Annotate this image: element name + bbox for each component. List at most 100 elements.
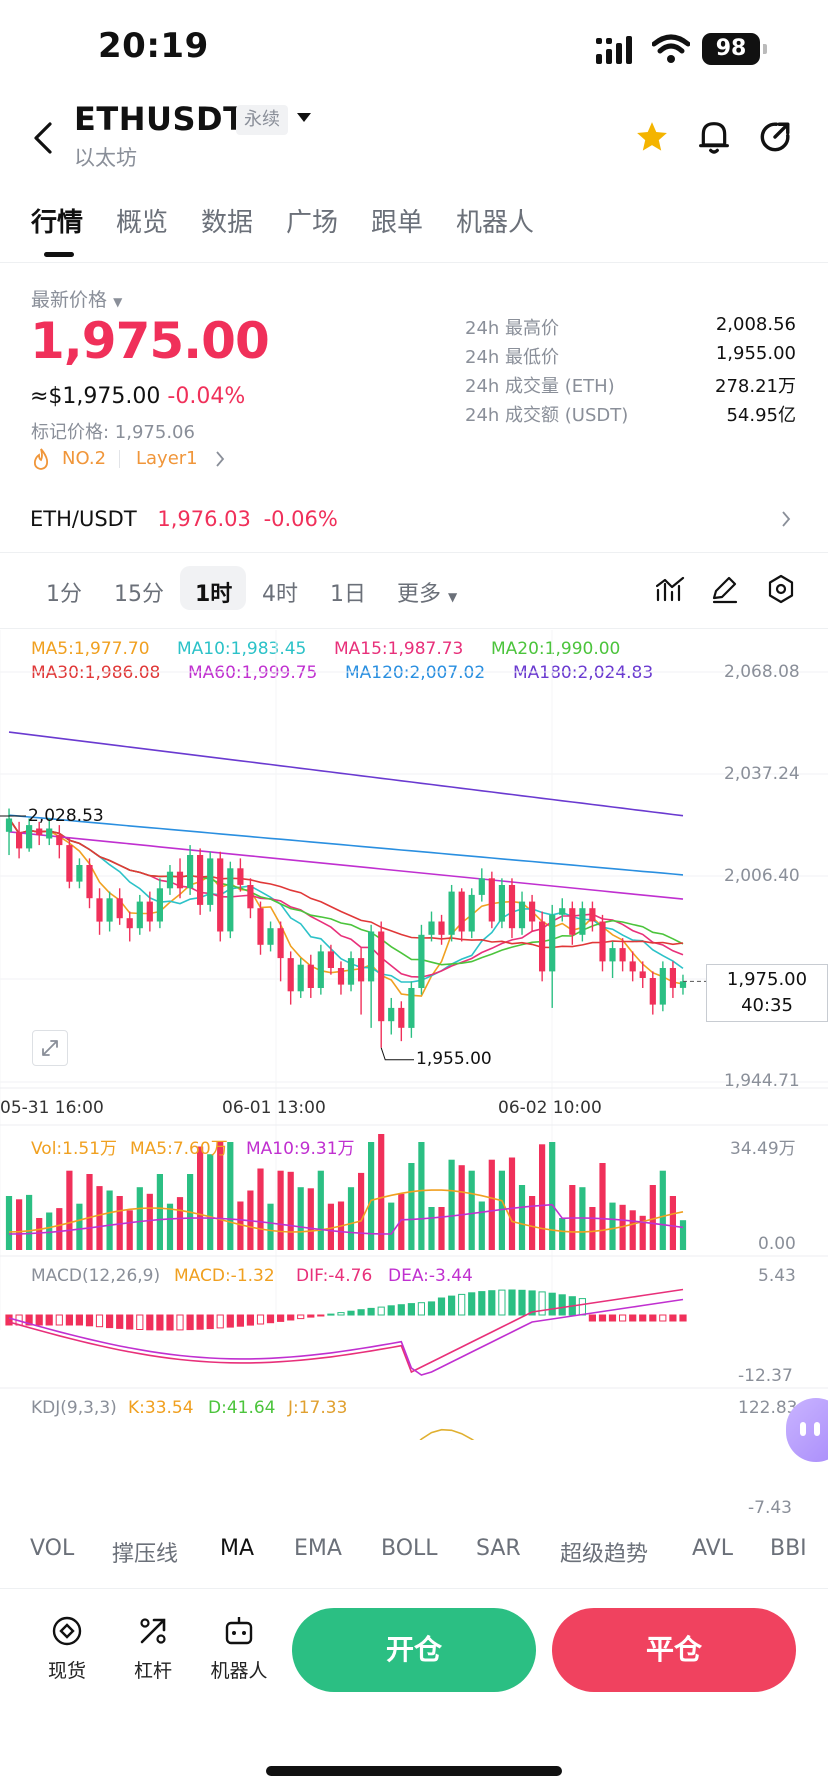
- fullscreen-button[interactable]: [32, 1030, 68, 1066]
- macd-histogram-bar: [146, 1314, 154, 1331]
- kline-chart[interactable]: [0, 630, 828, 1440]
- bot-label: 机器人: [210, 1660, 268, 1682]
- candle-body: [26, 825, 33, 849]
- spot-pair-price: 1,976.03: [157, 507, 251, 531]
- tab-data[interactable]: 数据: [201, 208, 254, 238]
- draw-pen-icon[interactable]: [710, 576, 740, 604]
- interval-more[interactable]: 更多 ▼: [397, 582, 458, 607]
- volume-bar: [639, 1215, 646, 1250]
- back-arrow-icon[interactable]: [30, 120, 56, 156]
- vol-ma5-line: [8, 1189, 684, 1233]
- category-tag[interactable]: Layer1: [136, 448, 198, 469]
- volume-bar: [66, 1170, 73, 1250]
- chevron-right-icon[interactable]: [214, 450, 226, 468]
- indicator-tab-support[interactable]: 撑压线: [112, 1542, 179, 1567]
- share-icon[interactable]: [758, 120, 792, 154]
- open-position-button[interactable]: 开仓: [292, 1608, 536, 1692]
- spot-pair-row[interactable]: ETH/USDT 1,976.03 -0.06%: [30, 507, 338, 531]
- tab-market[interactable]: 行情: [31, 208, 84, 238]
- macd-histogram-bar: [236, 1314, 245, 1327]
- rank-tag[interactable]: NO.2: [62, 448, 107, 469]
- indicator-tab-boll[interactable]: BOLL: [381, 1536, 438, 1561]
- kdj-d: D:41.64: [208, 1398, 276, 1418]
- tab-copy-trading[interactable]: 跟单: [371, 208, 424, 238]
- volume-bar: [5, 1196, 13, 1250]
- candle-body: [337, 968, 345, 985]
- candle-body: [428, 921, 435, 935]
- margin-nav-button[interactable]: 杠杆: [108, 1614, 198, 1684]
- volume-bar: [488, 1159, 495, 1250]
- spot-nav-button[interactable]: 现货: [22, 1614, 112, 1684]
- indicator-chart-icon[interactable]: [656, 576, 686, 604]
- stat-high-label: 24h 最高价: [465, 318, 560, 339]
- chevron-right-icon[interactable]: [780, 510, 792, 528]
- kdj-j-line: [419, 1428, 475, 1440]
- volume-bar: [438, 1207, 445, 1250]
- cellular-signal-icon: [596, 36, 632, 64]
- candle-body: [448, 891, 455, 935]
- symbol-title[interactable]: ETHUSDT: [74, 100, 246, 138]
- close-position-button[interactable]: 平仓: [552, 1608, 796, 1692]
- divider: [0, 628, 828, 629]
- macd-histogram-bar: [367, 1307, 375, 1316]
- volume-bar: [106, 1190, 113, 1250]
- candle-body: [66, 845, 73, 882]
- candle-body: [599, 921, 606, 962]
- indicator-tab-ema[interactable]: EMA: [294, 1536, 342, 1561]
- stat-low-label: 24h 最低价: [465, 347, 560, 368]
- kdj-title: KDJ(9,3,3): [31, 1398, 117, 1418]
- volume-bar: [659, 1170, 666, 1250]
- macd-histogram-bar: [307, 1314, 315, 1318]
- volume-bar: [518, 1185, 526, 1250]
- volume-bar: [126, 1210, 133, 1250]
- status-bar: 20:19 98: [0, 0, 828, 96]
- candle-body: [529, 901, 536, 922]
- symbol-dropdown-icon[interactable]: [296, 112, 312, 124]
- assistant-bubble[interactable]: [786, 1398, 828, 1462]
- candle-body: [549, 914, 556, 972]
- stat-volume-value: 278.21万: [715, 376, 796, 397]
- candle-body: [277, 928, 284, 959]
- interval-1m[interactable]: 1分: [46, 582, 82, 607]
- macd-histogram-bar: [357, 1309, 365, 1316]
- favorite-star-icon[interactable]: [634, 120, 670, 154]
- candle-body: [106, 898, 113, 922]
- volume-bar: [458, 1165, 465, 1250]
- macd-axis-min: -12.37: [738, 1366, 793, 1386]
- volume-bar: [297, 1187, 304, 1250]
- interval-15m[interactable]: 15分: [114, 582, 164, 607]
- macd-histogram-bar: [528, 1290, 536, 1316]
- ma-line: [8, 814, 684, 876]
- y-tick-label: 2,037.24: [724, 764, 800, 784]
- bot-nav-button[interactable]: 机器人: [194, 1614, 284, 1684]
- indicator-tab-bbi[interactable]: BBI: [770, 1536, 807, 1561]
- macd-value: MACD:-1.32: [174, 1266, 275, 1286]
- y-tick-label: 2,006.40: [724, 866, 800, 886]
- ma-line: [8, 731, 684, 817]
- volume-bar: [388, 1202, 395, 1250]
- latest-price-label[interactable]: 最新价格 ▼: [31, 289, 123, 311]
- ma-line: [8, 818, 684, 966]
- tab-bots[interactable]: 机器人: [456, 208, 535, 238]
- candle-body: [408, 988, 415, 1028]
- interval-4h[interactable]: 4时: [262, 582, 298, 607]
- macd-histogram-bar: [427, 1301, 436, 1316]
- volume-bar: [277, 1170, 284, 1250]
- tab-square[interactable]: 广场: [286, 208, 339, 238]
- volume-bar: [327, 1203, 334, 1250]
- indicator-tab-vol[interactable]: VOL: [30, 1536, 75, 1561]
- indicator-tab-ma[interactable]: MA: [220, 1536, 255, 1561]
- interval-1h[interactable]: 1时: [195, 582, 233, 607]
- volume-bar: [358, 1172, 365, 1250]
- volume-bar: [317, 1170, 324, 1250]
- indicator-tab-avl[interactable]: AVL: [692, 1536, 733, 1561]
- macd-histogram-bar: [548, 1292, 556, 1316]
- chart-settings-icon[interactable]: [766, 574, 796, 604]
- indicator-tab-supertrend[interactable]: 超级趋势: [560, 1542, 649, 1567]
- interval-1d[interactable]: 1日: [330, 582, 366, 607]
- bell-icon[interactable]: [698, 118, 730, 156]
- tab-overview[interactable]: 概览: [116, 208, 169, 238]
- indicator-tab-sar[interactable]: SAR: [476, 1536, 521, 1561]
- mark-price: 标记价格: 1,975.06: [31, 422, 195, 443]
- volume-bar: [136, 1187, 143, 1250]
